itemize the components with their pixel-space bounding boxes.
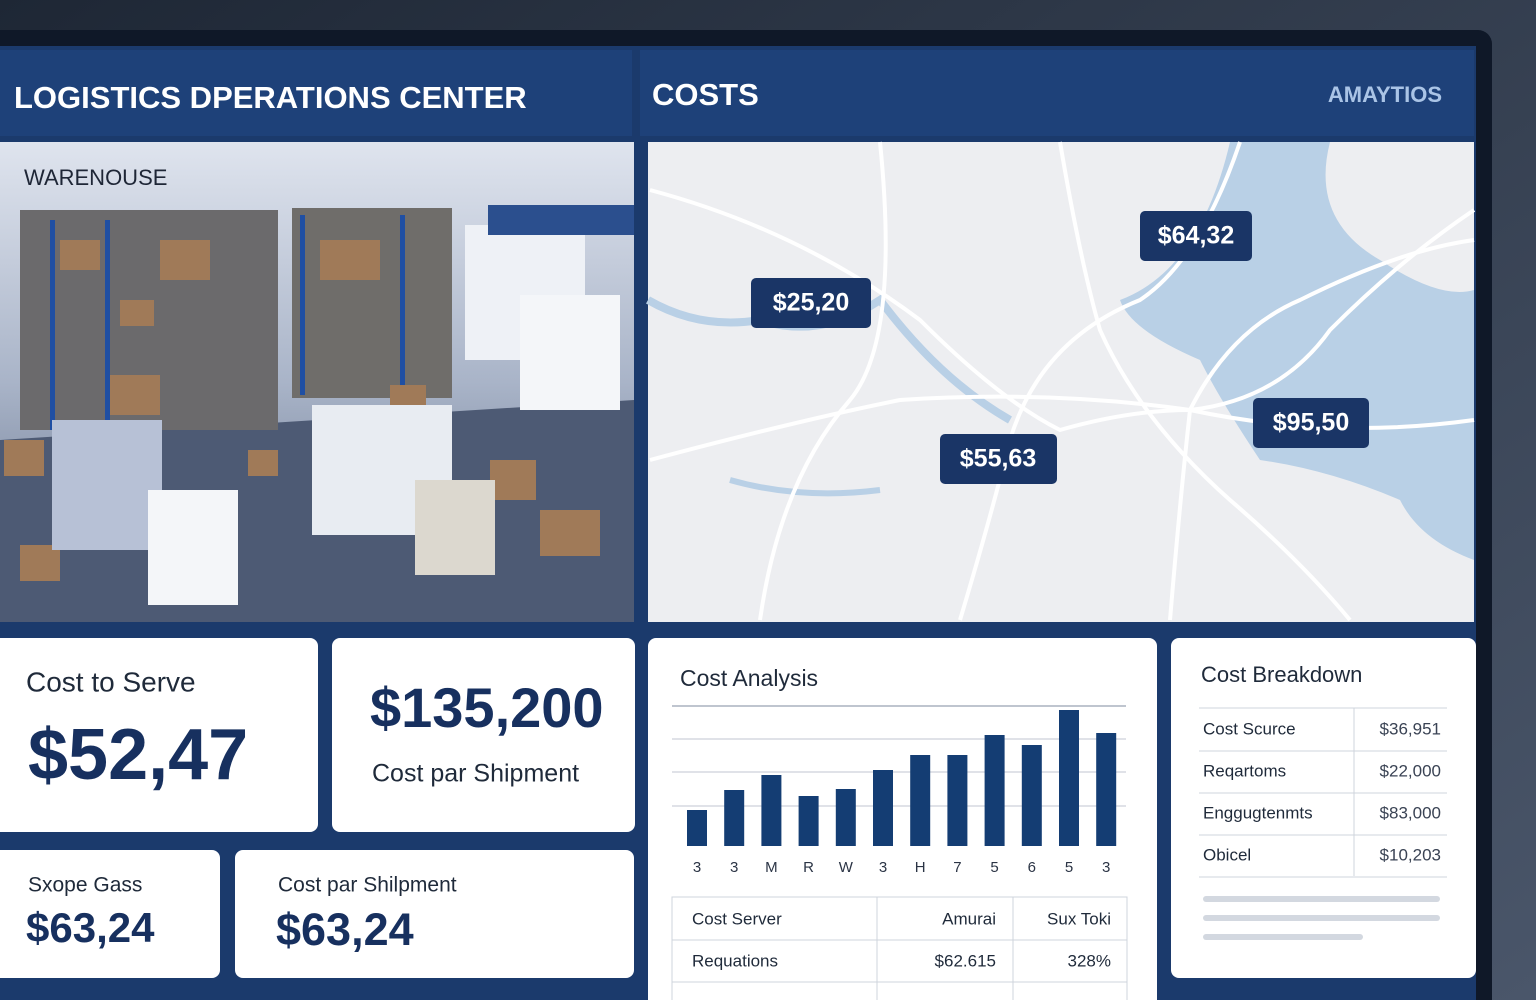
pin-label: $95,50 (1273, 409, 1349, 437)
pin-label: $25,20 (773, 289, 849, 317)
bar (835, 789, 856, 846)
bar (687, 810, 707, 846)
card-title: Cost Breakdown (1201, 662, 1362, 687)
x-tick-label: 5 (1065, 859, 1073, 876)
kpi-value: $135,200 (370, 676, 604, 739)
kpi-label: Cost par Shipment (372, 760, 579, 788)
breakdown-label: Cost Scurce (1203, 719, 1296, 738)
breakdown-label: Enggugtenmts (1203, 803, 1313, 822)
bar (984, 735, 1005, 846)
bar (1059, 710, 1079, 846)
x-tick-label: 3 (1102, 859, 1110, 876)
bar (1021, 745, 1042, 846)
pin-label: $64,32 (1158, 222, 1234, 250)
table-cell: Requations (692, 951, 778, 970)
kpi-value: $63,24 (276, 904, 414, 955)
pin[interactable] (1140, 211, 1252, 261)
x-tick-label: 6 (1028, 859, 1036, 876)
breakdown-label: Obicel (1203, 845, 1251, 864)
x-tick-label: M (765, 859, 778, 876)
warehouse-label: WARENOUSE (24, 165, 167, 190)
breakdown-value: $83,000 (1380, 803, 1441, 822)
kpi-card (0, 850, 220, 978)
bar-chart: 3 3 M R W 3 H 7 5 6 5 3 (687, 710, 1117, 876)
pin[interactable] (1253, 398, 1369, 448)
map-pins: $64,32 $25,20 $55,63 $95,50 (751, 211, 1369, 484)
breakdown-value: $22,000 (1380, 761, 1441, 780)
bar (947, 755, 968, 846)
breakdown-value: $36,951 (1380, 719, 1441, 738)
kpi-card (332, 638, 635, 832)
x-tick-label: 3 (693, 859, 701, 876)
kpi-value: $63,24 (26, 904, 155, 951)
pin[interactable] (940, 434, 1057, 484)
bar (910, 755, 931, 846)
kpi-label: Cost to Serve (26, 666, 196, 697)
kpi-label: Cost par Shilpment (278, 874, 457, 897)
pin[interactable] (751, 278, 871, 328)
kpi-card (235, 850, 634, 978)
bar (761, 775, 782, 846)
bar (1096, 733, 1117, 846)
header-title: LOGISTICS DPERATIONS CENTER (14, 80, 527, 115)
table-header: Amurai (942, 909, 996, 928)
table-cell: $62.615 (935, 951, 996, 970)
x-tick-label: R (803, 859, 814, 876)
cost-table: Cost Server Amurai Sux Toki Requations $… (671, 896, 1128, 1000)
bar (724, 790, 745, 846)
cost-breakdown-card (1171, 638, 1476, 978)
warehouse-image: WARENOUSE (0, 142, 634, 622)
bar (798, 796, 819, 846)
bar (873, 770, 893, 846)
x-tick-label: H (915, 859, 926, 876)
table-header: Sux Toki (1047, 909, 1111, 928)
card-title: Cost Analysis (680, 665, 818, 691)
x-tick-label: 5 (990, 859, 998, 876)
breakdown-table: Cost Scurce $36,951 Reqartoms $22,000 Enggug… (1199, 707, 1447, 940)
x-tick-label: 7 (953, 859, 961, 876)
pin-label: $55,63 (960, 445, 1036, 473)
kpi-value: $52,47 (28, 715, 248, 795)
table-header: Cost Server (692, 909, 782, 928)
x-tick-label: 3 (879, 859, 887, 876)
x-tick-label: 3 (730, 859, 738, 876)
header-right (640, 50, 1474, 136)
breakdown-label: Reqartoms (1203, 761, 1286, 780)
kpi-card (0, 638, 318, 832)
section-title: COSTS (652, 77, 759, 112)
breakdown-value: $10,203 (1380, 845, 1441, 864)
x-tick-label: W (839, 859, 854, 876)
kpi-label: Sxope Gass (28, 874, 142, 897)
table-cell: 328% (1068, 951, 1111, 970)
chart-gridlines (672, 705, 1126, 807)
map (646, 141, 1476, 622)
cost-analysis-card (648, 638, 1157, 1000)
header-left (0, 50, 632, 136)
analytics-link[interactable]: AMAYTIOS (1328, 82, 1442, 107)
